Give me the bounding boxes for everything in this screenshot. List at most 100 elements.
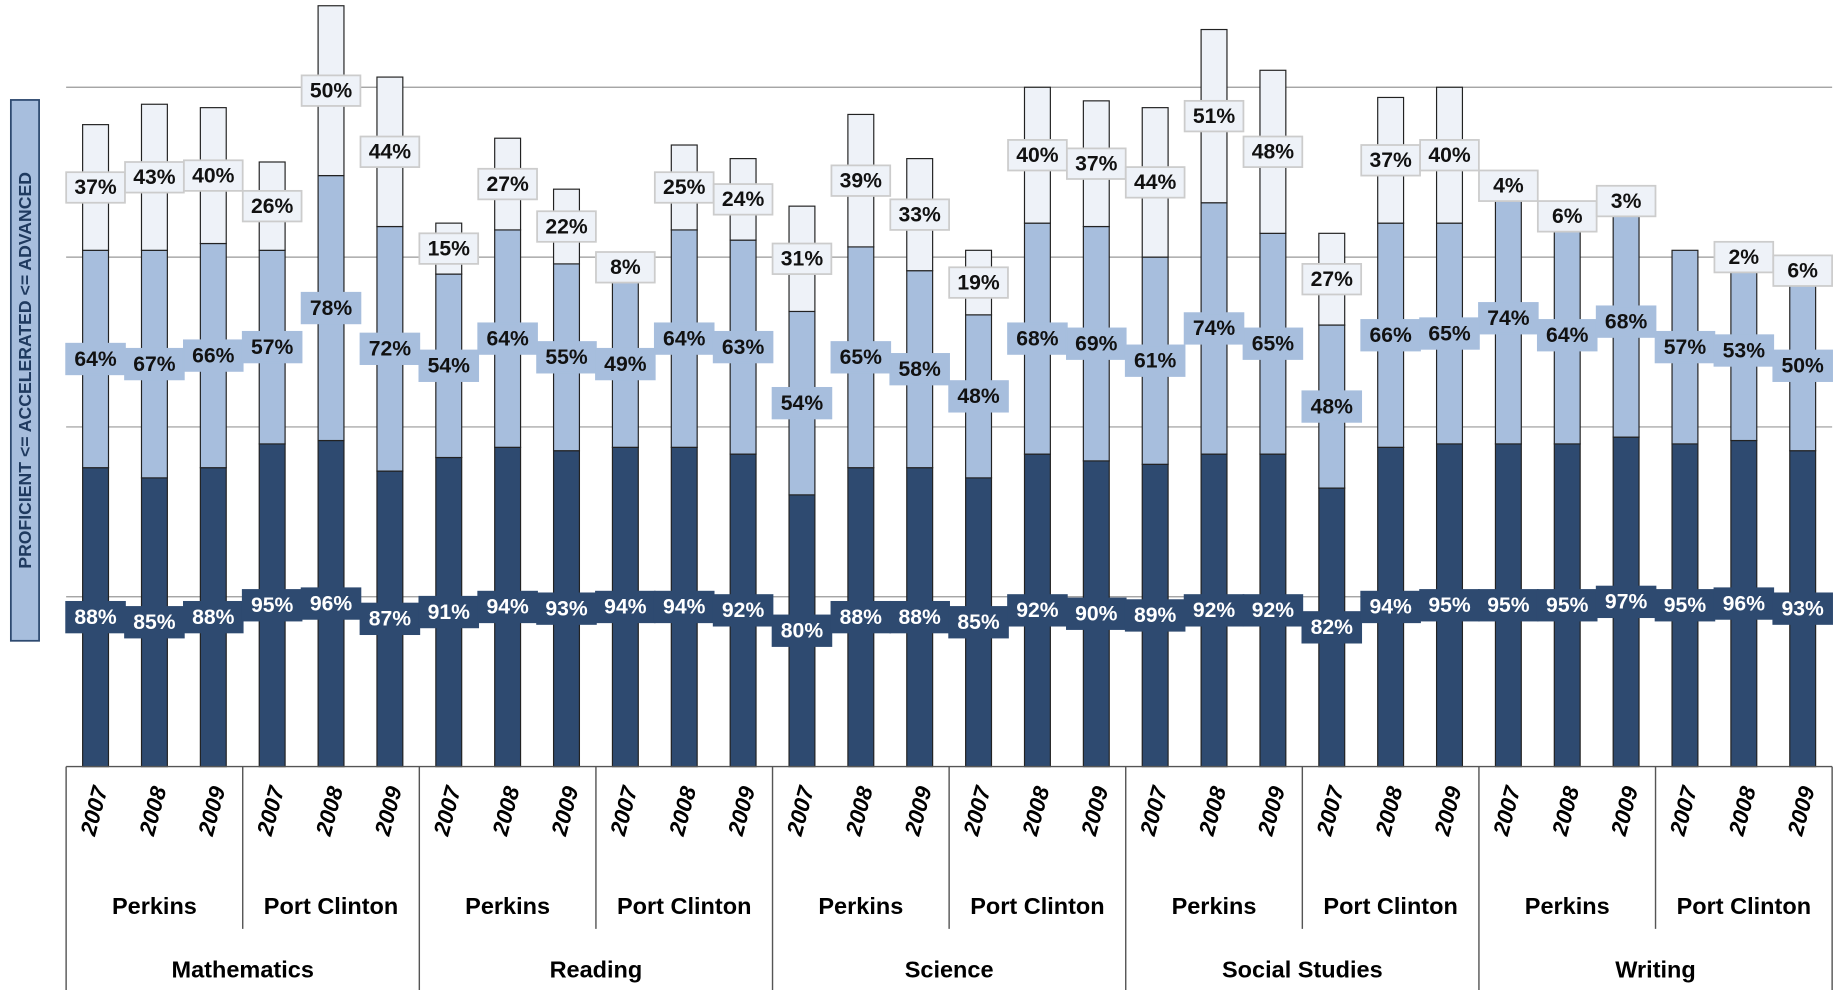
x-tick-label: 2008: [1547, 783, 1584, 839]
school-label: Perkins: [818, 893, 903, 919]
x-tick-label: 2007: [782, 782, 820, 839]
value-label-box: [1772, 254, 1833, 287]
x-tick-label: 2008: [1017, 783, 1054, 839]
x-tick-label: 2009: [546, 783, 583, 839]
value-label: 63%: [722, 336, 765, 359]
x-tick-label: 2008: [841, 783, 878, 839]
value-label: 53%: [1723, 339, 1766, 362]
x-tick-label: 2008: [311, 783, 348, 839]
value-label-box: [65, 342, 126, 376]
subject-label: Writing: [1615, 956, 1696, 982]
value-label: 19%: [957, 271, 1000, 294]
value-label: 26%: [251, 195, 294, 218]
value-label-box: [595, 251, 656, 284]
value-label: 44%: [369, 141, 412, 164]
value-label-box: [1124, 344, 1186, 377]
value-label-box: [1595, 184, 1657, 218]
x-tick-label: 2008: [1724, 783, 1761, 839]
y-axis-label: PROFICIENT <= ACCELERATED <= ADVANCED: [15, 172, 35, 569]
value-label-box: [418, 349, 480, 382]
value-label: 25%: [663, 176, 706, 199]
value-label: 95%: [1664, 594, 1707, 617]
value-label: 94%: [486, 596, 529, 619]
value-label-box: [300, 74, 362, 107]
school-label: Perkins: [465, 893, 550, 919]
value-label: 92%: [1016, 599, 1059, 622]
x-tick-label: 2008: [664, 783, 701, 839]
x-tick-label: 2009: [1429, 783, 1466, 839]
subject-label: Social Studies: [1222, 956, 1383, 982]
value-label-box: [1419, 139, 1480, 172]
value-label-box: [595, 347, 656, 381]
value-label-box: [771, 614, 833, 647]
value-label-box: [948, 380, 1009, 413]
x-tick-label: 2009: [1782, 783, 1819, 839]
x-tick-label: 2007: [252, 782, 290, 839]
x-tick-label: 2007: [605, 782, 643, 839]
value-label: 87%: [369, 608, 412, 631]
value-label: 95%: [1428, 594, 1471, 617]
value-label: 64%: [663, 327, 706, 350]
value-label: 92%: [1252, 599, 1295, 622]
value-label: 48%: [1311, 395, 1354, 418]
value-label: 48%: [1252, 141, 1295, 164]
x-tick-label: 2008: [1370, 783, 1407, 839]
value-label: 92%: [722, 599, 765, 622]
value-label: 94%: [604, 596, 647, 619]
value-label: 92%: [1193, 599, 1236, 622]
value-label: 85%: [133, 611, 176, 634]
value-label: 89%: [1134, 604, 1177, 627]
value-label: 74%: [1487, 307, 1530, 330]
value-label: 39%: [840, 169, 883, 192]
value-label-box: [1713, 240, 1775, 274]
value-label-box: [536, 341, 597, 374]
value-label-box: [1772, 592, 1833, 625]
value-label: 96%: [1723, 592, 1766, 615]
value-label-box: [65, 171, 126, 204]
value-label-box: [1242, 135, 1304, 168]
value-label: 43%: [133, 166, 176, 189]
value-label: 88%: [840, 606, 883, 629]
x-tick-label: 2009: [1076, 783, 1113, 839]
x-tick-label: 2008: [134, 783, 171, 839]
value-label: 2%: [1729, 246, 1760, 269]
value-label-box: [1124, 599, 1186, 632]
value-label-box: [183, 600, 244, 634]
value-label: 95%: [251, 594, 294, 617]
value-label-box: [1595, 305, 1657, 338]
value-label-box: [1478, 302, 1539, 335]
value-label-box: [948, 266, 1009, 299]
value-label: 90%: [1075, 603, 1118, 626]
value-label: 91%: [428, 601, 471, 624]
value-label: 88%: [899, 606, 942, 629]
value-label: 54%: [781, 392, 824, 415]
school-label: Perkins: [112, 893, 197, 919]
value-label-box: [477, 322, 538, 355]
value-label-box: [712, 183, 774, 216]
value-label-box: [1066, 327, 1127, 360]
value-label: 64%: [74, 348, 117, 371]
value-label-box: [948, 606, 1009, 639]
value-label: 8%: [610, 256, 641, 279]
value-label-box: [359, 135, 421, 168]
x-tick-label: 2009: [370, 783, 407, 839]
value-label: 95%: [1487, 594, 1530, 617]
value-label: 6%: [1552, 205, 1583, 228]
school-label: Port Clinton: [1323, 893, 1457, 919]
value-label: 49%: [604, 353, 647, 376]
value-label: 48%: [957, 385, 1000, 408]
school-label: Perkins: [1172, 893, 1257, 919]
value-label-box: [1713, 334, 1775, 367]
value-label: 85%: [957, 611, 1000, 634]
value-label: 27%: [1311, 268, 1354, 291]
value-label: 65%: [840, 346, 883, 369]
y-axis-label-group: PROFICIENT <= ACCELERATED <= ADVANCED: [9, 99, 40, 642]
value-label-box: [653, 322, 715, 355]
value-label-box: [1654, 330, 1716, 364]
value-label: 15%: [428, 237, 471, 260]
x-tick-label: 2007: [428, 782, 466, 839]
value-label-box: [712, 594, 774, 627]
value-label: 67%: [133, 353, 176, 376]
x-tick-label: 2007: [1135, 782, 1173, 839]
